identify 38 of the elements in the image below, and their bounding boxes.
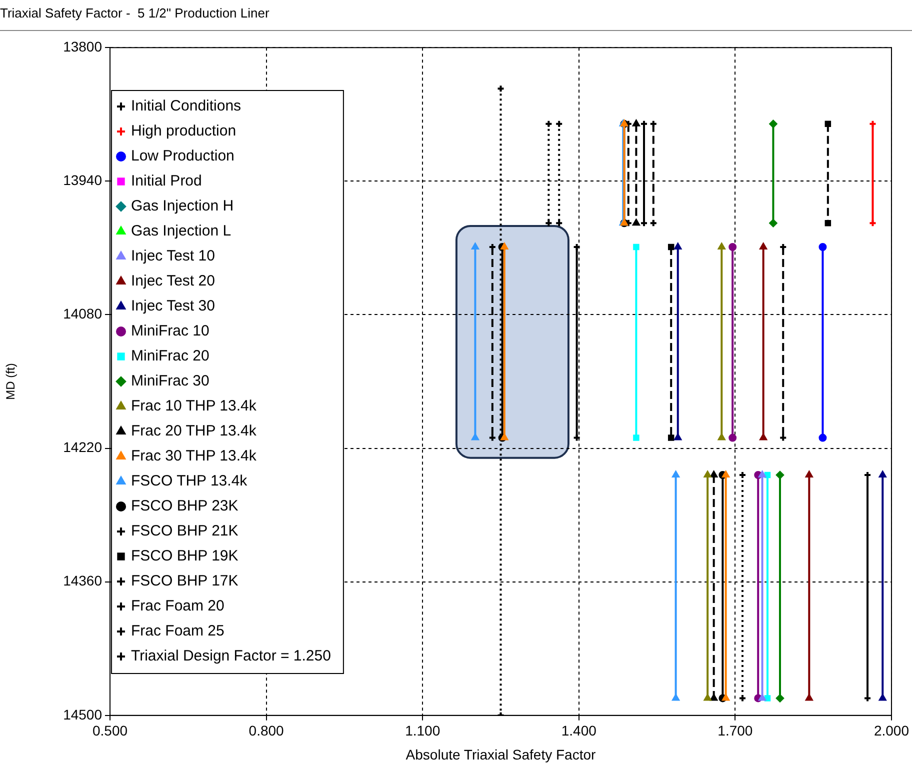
legend-label: MiniFrac 20: [131, 348, 210, 365]
x-tick-label: 2.000: [874, 722, 910, 739]
legend-label: Initial Prod: [131, 172, 202, 190]
legend-label: Low Production: [131, 148, 234, 165]
y-tick-label: 14500: [63, 706, 102, 722]
x-tick-label: 1.700: [718, 722, 753, 739]
legend-label: FSCO BHP 21K: [131, 522, 238, 540]
legend-label: Injec Test 30: [131, 298, 215, 315]
legend-label: Frac 10 THP 13.4k: [131, 398, 257, 415]
legend-label: FSCO BHP 23K: [131, 498, 238, 515]
legend-label: MiniFrac 10: [131, 322, 210, 340]
legend-label: Frac 30 THP 13.4k: [131, 448, 257, 465]
legend-label: Frac Foam 20: [131, 598, 224, 615]
legend-label: FSCO BHP 19K: [131, 548, 238, 565]
legend-label: Gas Injection H: [131, 198, 234, 215]
x-tick-label: 0.500: [92, 722, 128, 739]
legend-label: FSCO BHP 17K: [131, 572, 238, 590]
legend-label: High production: [131, 122, 236, 140]
legend-label: Injec Test 10: [131, 248, 215, 265]
y-tick-label: 14360: [63, 572, 102, 589]
legend-label: Injec Test 20: [131, 272, 215, 290]
x-axis-title: Absolute Triaxial Safety Factor: [406, 746, 596, 762]
y-tick-label: 14080: [63, 306, 102, 322]
legend-label: Frac 20 THP 13.4k: [131, 422, 257, 440]
legend-label: Initial Conditions: [131, 98, 242, 115]
y-tick-label: 13800: [63, 38, 102, 54]
x-tick-label: 1.400: [561, 722, 597, 739]
legend-label: Triaxial Design Factor = 1.250: [131, 648, 331, 665]
x-tick-label: 0.800: [248, 722, 284, 739]
legend-label: Frac Foam 25: [131, 622, 224, 640]
y-axis-title: MD (ft): [4, 363, 18, 400]
chart-title: Triaxial Safety Factor - 5 1/2" Production Liner: [0, 5, 270, 20]
legend-label: Gas Injection L: [131, 222, 232, 240]
x-tick-label: 1.100: [405, 722, 440, 739]
y-tick-label: 14220: [63, 439, 102, 456]
legend-label: FSCO THP 13.4k: [131, 472, 248, 490]
y-tick-label: 13940: [63, 172, 102, 188]
legend-label: MiniFrac 30: [131, 372, 210, 390]
